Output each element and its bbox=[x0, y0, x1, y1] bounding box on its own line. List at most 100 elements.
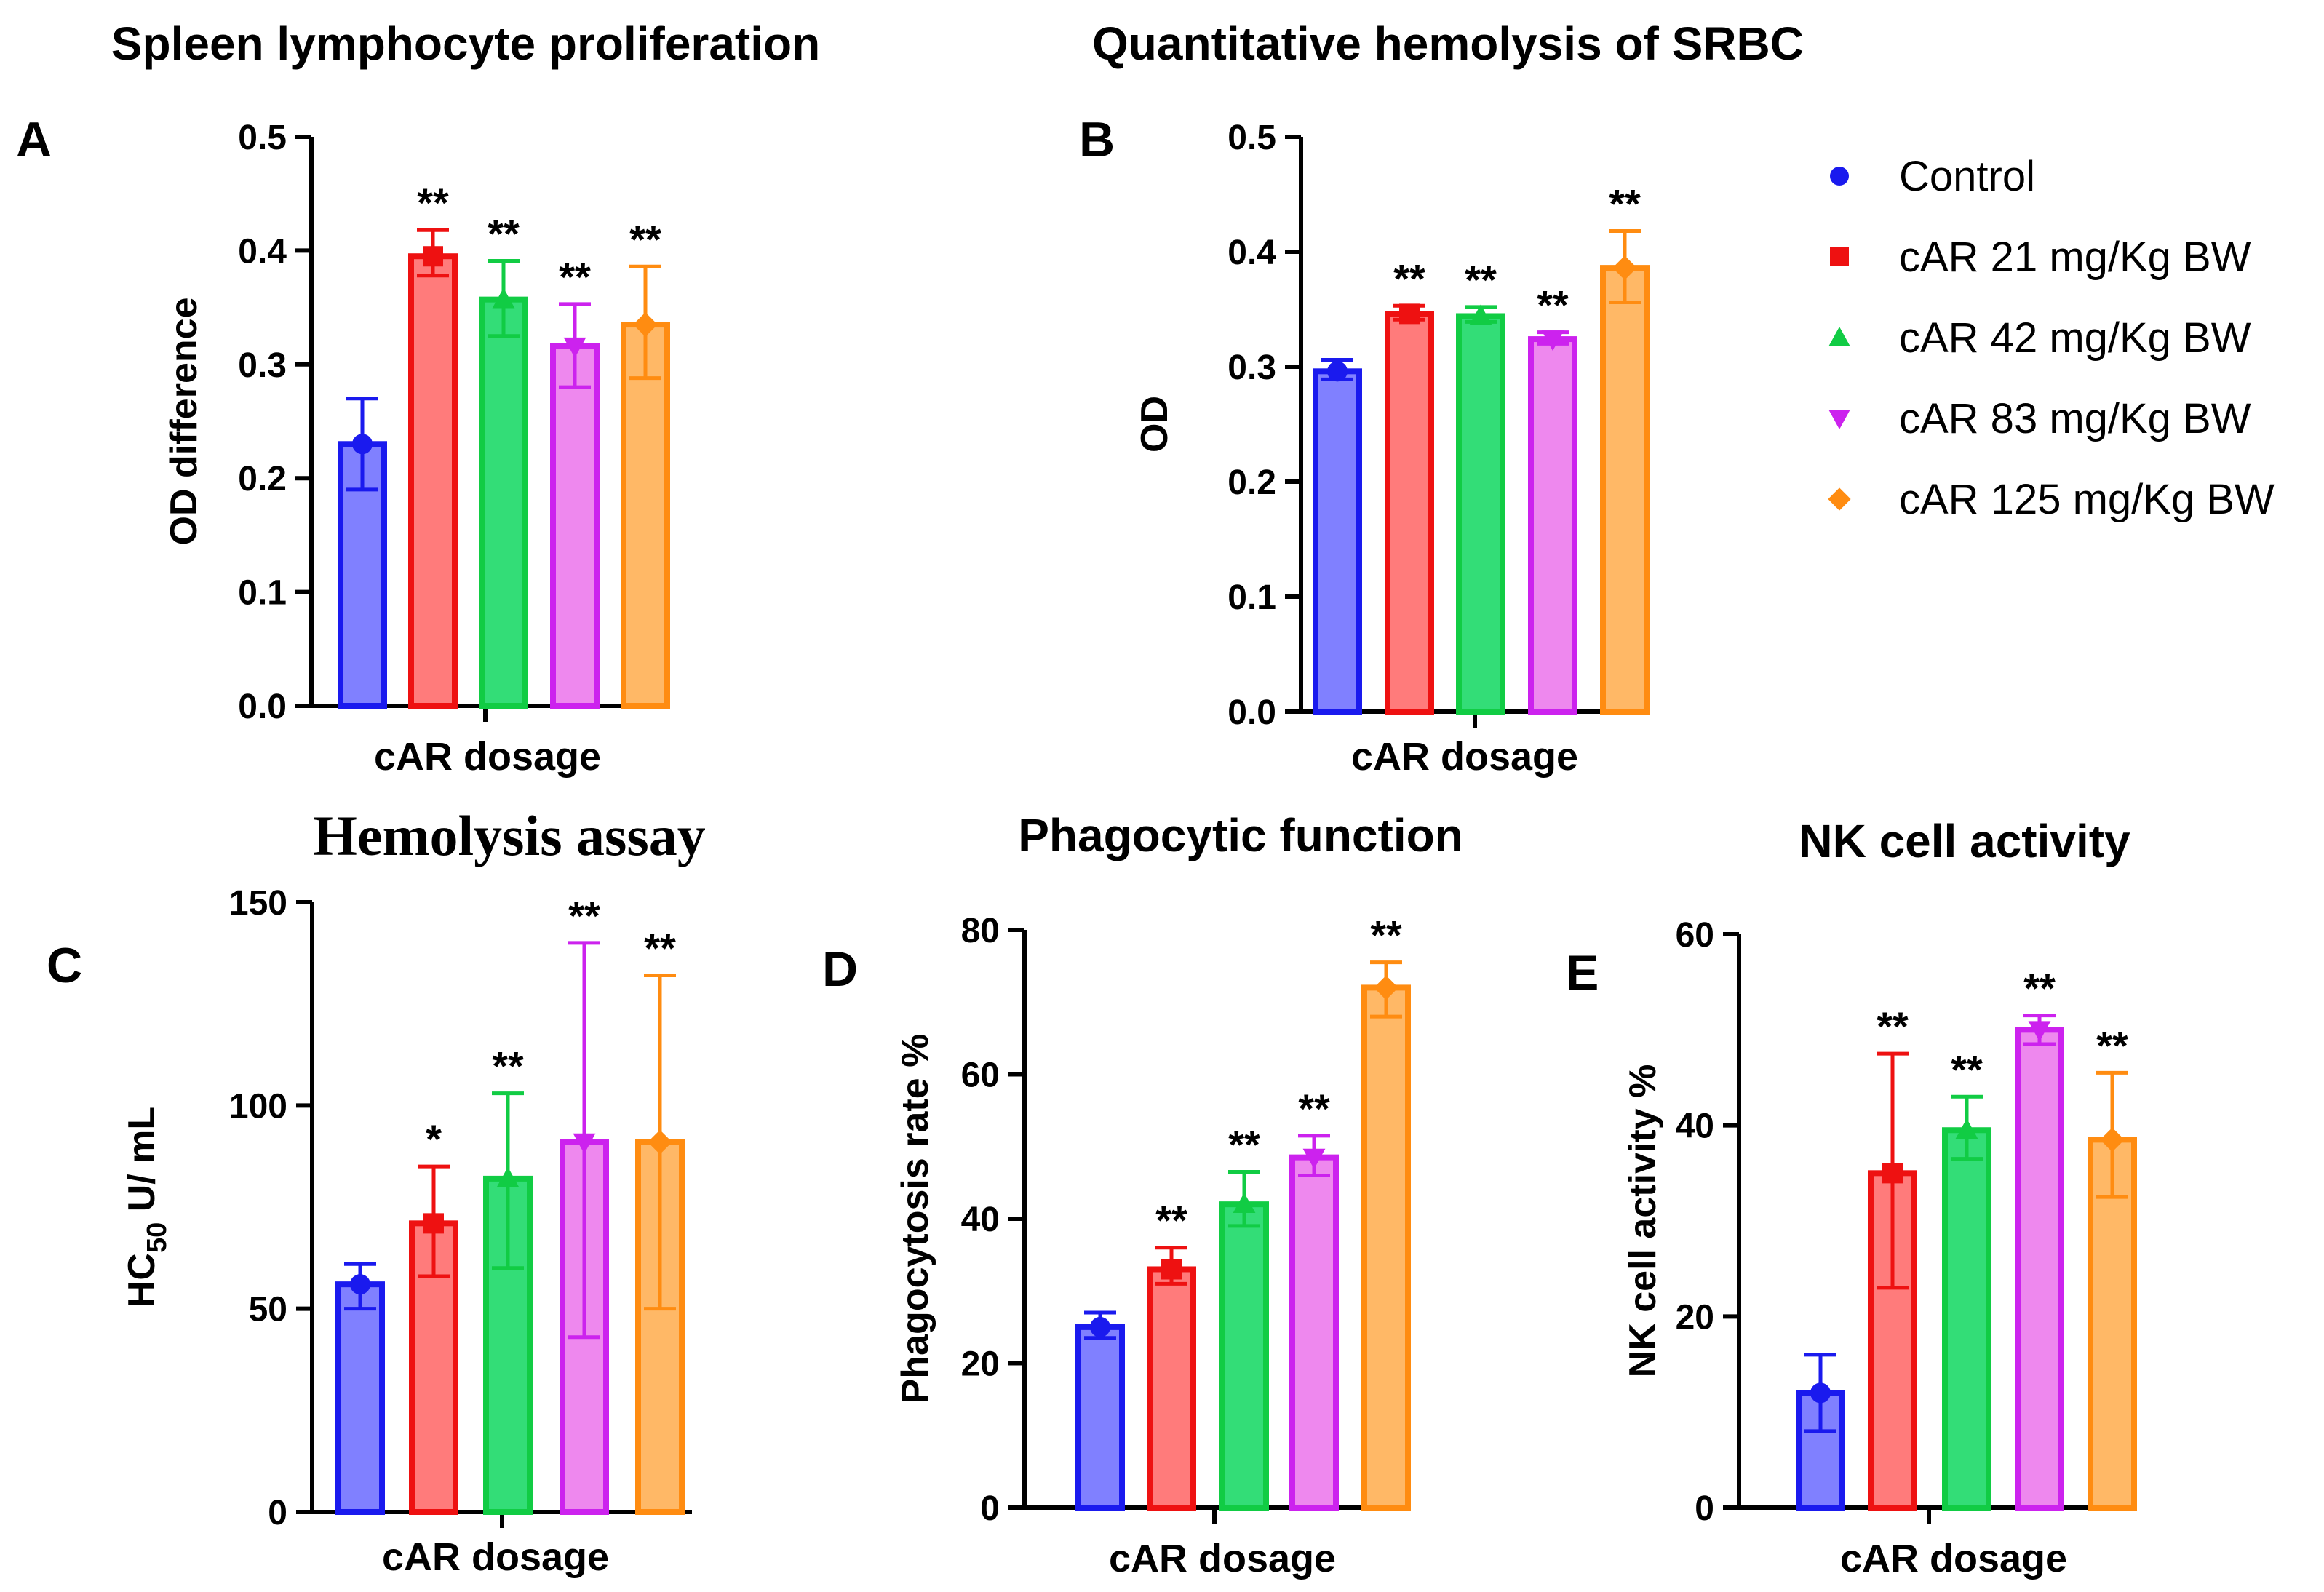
significance-label: * bbox=[426, 1116, 442, 1162]
data-point bbox=[1302, 1148, 1326, 1169]
bar bbox=[1456, 313, 1505, 715]
data-point bbox=[496, 1166, 520, 1187]
bar bbox=[621, 322, 670, 709]
panel-b: Quantitative hemolysis of SRBC B 0.0 0.1 0.2… bbox=[1079, 17, 1804, 779]
panel-letter: B bbox=[1079, 112, 1115, 167]
panel-c: Hemolysis assay C 0 50 100 150 HC50 U/ mL cAR d… bbox=[47, 804, 706, 1579]
data-point bbox=[563, 337, 586, 358]
significance-label: ** bbox=[1465, 257, 1497, 303]
significance-label: ** bbox=[1609, 181, 1641, 227]
bar bbox=[1942, 1127, 1991, 1511]
significance-label: ** bbox=[559, 254, 591, 300]
significance-label: ** bbox=[644, 926, 676, 971]
data-point bbox=[1374, 975, 1398, 1000]
legend-label: cAR 83 mg/Kg BW bbox=[1899, 395, 2251, 442]
significance-label: ** bbox=[1393, 255, 1425, 301]
data-point bbox=[1469, 304, 1492, 325]
data-point bbox=[352, 434, 373, 455]
significance-label: ** bbox=[1877, 1003, 1909, 1049]
bar bbox=[1147, 1266, 1196, 1511]
y-tick-label: 0 bbox=[268, 1494, 287, 1532]
panel-title: Spleen lymphocyte proliferation bbox=[111, 17, 820, 70]
y-axis-label: Phagocytosis rate % bbox=[894, 1034, 936, 1404]
data-point bbox=[2028, 1021, 2051, 1042]
y-tick-label: 100 bbox=[229, 1087, 287, 1126]
panel-letter: E bbox=[1566, 945, 1599, 1000]
y-tick-label: 40 bbox=[961, 1201, 1000, 1239]
y-tick-label: 0.5 bbox=[1227, 119, 1276, 157]
data-point bbox=[573, 1133, 596, 1154]
significance-label: ** bbox=[629, 216, 661, 262]
bar bbox=[1528, 336, 1577, 715]
bar bbox=[1600, 265, 1650, 715]
data-point bbox=[1612, 255, 1637, 280]
y-tick-label: 150 bbox=[229, 884, 287, 923]
significance-label: ** bbox=[1537, 282, 1569, 328]
data-point bbox=[1327, 361, 1348, 382]
y-axis-label: HC50 U/ mL bbox=[121, 1107, 172, 1308]
significance-label: ** bbox=[2096, 1022, 2128, 1068]
bar bbox=[550, 343, 600, 709]
y-tick-label: 0.2 bbox=[1227, 463, 1276, 502]
y-tick-label: 0.4 bbox=[1227, 234, 1276, 272]
legend-marker bbox=[1830, 167, 1849, 186]
y-tick-label: 80 bbox=[961, 912, 1000, 950]
y-tick-label: 0.0 bbox=[238, 688, 287, 726]
y-axis-label: OD bbox=[1134, 396, 1176, 453]
data-point bbox=[1161, 1259, 1182, 1280]
panel-letter: D bbox=[822, 942, 858, 997]
legend-marker bbox=[1830, 247, 1849, 266]
significance-label: ** bbox=[1155, 1198, 1187, 1243]
significance-label: ** bbox=[1370, 912, 1402, 958]
significance-label: ** bbox=[488, 210, 520, 256]
panel-letter: C bbox=[47, 938, 82, 993]
data-point bbox=[1233, 1193, 1256, 1214]
bar bbox=[1361, 984, 1411, 1511]
x-axis-label: cAR dosage bbox=[1109, 1537, 1336, 1580]
legend-marker bbox=[1828, 487, 1851, 511]
legend-label: cAR 21 mg/Kg BW bbox=[1899, 234, 2251, 281]
data-point bbox=[1810, 1382, 1831, 1404]
x-axis-label: cAR dosage bbox=[382, 1535, 609, 1579]
bar bbox=[479, 296, 528, 709]
legend-label: Control bbox=[1899, 153, 2035, 200]
legend-marker bbox=[1828, 327, 1850, 346]
data-point bbox=[492, 287, 515, 309]
y-tick-label: 40 bbox=[1676, 1107, 1714, 1146]
x-axis-label: cAR dosage bbox=[374, 735, 601, 779]
y-tick-label: 0.2 bbox=[238, 460, 287, 498]
bar bbox=[1289, 1154, 1339, 1511]
bar bbox=[1075, 1324, 1125, 1511]
x-axis-label: cAR dosage bbox=[1351, 735, 1578, 779]
y-tick-label: 0.0 bbox=[1227, 693, 1276, 732]
legend: Control cAR 21 mg/Kg BW cAR 42 mg/Kg BW cAR… bbox=[1828, 153, 2275, 523]
significance-label: ** bbox=[492, 1043, 524, 1089]
data-point bbox=[1090, 1316, 1110, 1337]
y-tick-label: 50 bbox=[249, 1291, 287, 1329]
y-tick-label: 60 bbox=[961, 1056, 1000, 1095]
data-point bbox=[423, 246, 443, 267]
panel-title: Phagocytic function bbox=[1018, 809, 1463, 861]
data-point bbox=[423, 1213, 444, 1234]
y-tick-label: 0.1 bbox=[1227, 578, 1276, 617]
data-point bbox=[2100, 1127, 2125, 1153]
bar bbox=[1313, 368, 1362, 715]
y-tick-label: 0 bbox=[980, 1489, 1000, 1528]
panel-title: NK cell activity bbox=[1799, 815, 2130, 867]
y-tick-label: 0.3 bbox=[238, 346, 287, 385]
y-axis-label: OD difference bbox=[163, 298, 205, 546]
y-tick-label: 20 bbox=[1676, 1298, 1714, 1337]
y-tick-label: 0.1 bbox=[238, 574, 287, 613]
panel-e: NK cell activity E 0 20 40 60 NK cell activity… bbox=[1566, 815, 2137, 1580]
data-point bbox=[648, 1129, 672, 1155]
x-axis-label: cAR dosage bbox=[1840, 1537, 2067, 1580]
y-tick-label: 0.5 bbox=[238, 119, 287, 157]
data-point bbox=[633, 312, 658, 337]
bar bbox=[1385, 311, 1434, 715]
y-axis-label: NK cell activity % bbox=[1622, 1064, 1664, 1378]
data-point bbox=[350, 1274, 370, 1295]
legend-label: cAR 42 mg/Kg BW bbox=[1899, 314, 2251, 362]
panel-d: Phagocytic function D 0 20 40 60 80 Phagocytosi… bbox=[822, 809, 1463, 1580]
y-tick-label: 0 bbox=[1695, 1489, 1714, 1528]
